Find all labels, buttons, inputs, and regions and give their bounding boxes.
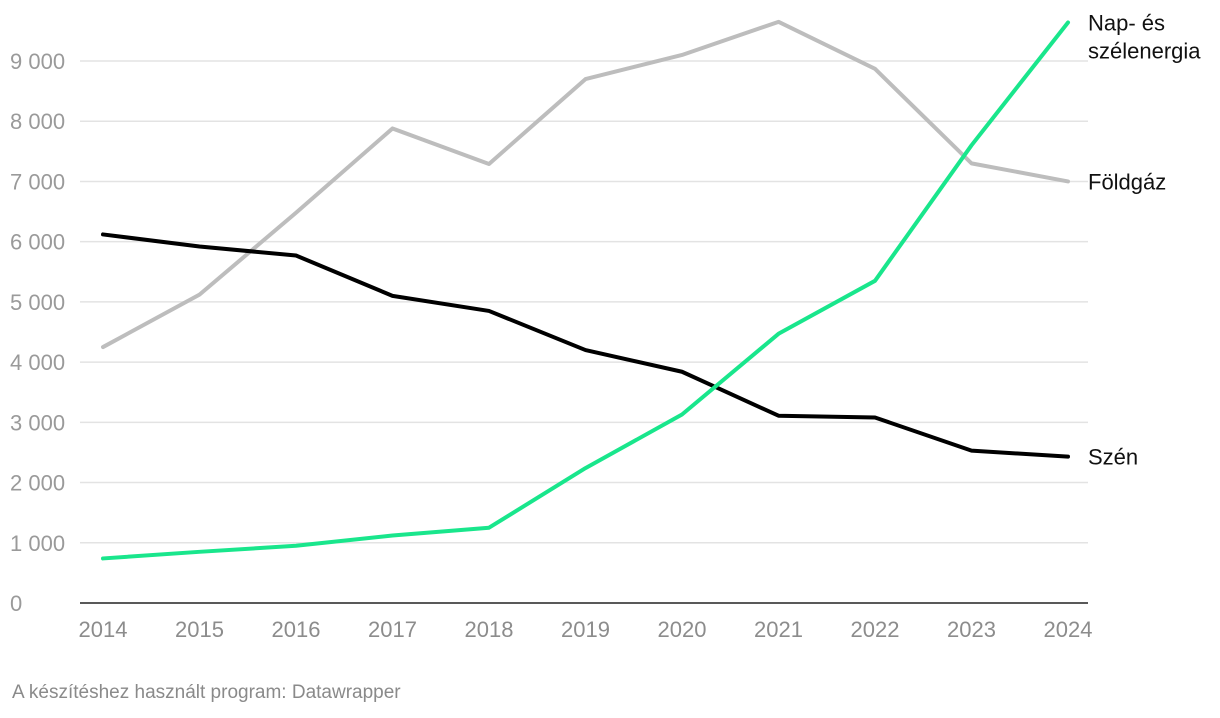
x-tick-label: 2022 [851,617,900,642]
x-tick-label: 2017 [368,617,417,642]
series-line [101,20,1070,561]
y-tick-label: 0 [10,591,22,616]
x-tick-label: 2015 [175,617,224,642]
y-axis-ticks: 0 1 000 2 000 3 000 4 000 5 000 6 000 7 000 8 00… [10,49,65,616]
y-tick-label: 2 000 [10,471,65,496]
series-label: Szén [1088,445,1138,470]
y-tick-label: 4 000 [10,350,65,375]
series-label: Nap- és szélenergia [1088,10,1201,63]
series-label: Földgáz [1088,169,1166,194]
x-axis-ticks: 2014 2015 2016 2017 2018 2019 2020 2021 2022 2023… [79,617,1093,642]
x-tick-label: 2014 [79,617,128,642]
x-tick-label: 2021 [754,617,803,642]
series-line [101,232,1070,459]
series-labels: Földgáz Szén Nap- és szélenergia [1088,10,1201,469]
series-line [101,19,1070,350]
x-tick-label: 2024 [1044,617,1093,642]
x-tick-label: 2018 [465,617,514,642]
series-lines [101,19,1070,561]
gridlines [80,60,1088,604]
line-chart: 0 1 000 2 000 3 000 4 000 5 000 6 000 7 000 8 00… [10,10,1201,642]
y-tick-label: 3 000 [10,410,65,435]
x-tick-label: 2020 [658,617,707,642]
y-tick-label: 5 000 [10,290,65,315]
y-tick-label: 7 000 [10,169,65,194]
footer-credit: A készítéshez használt program: Datawrap… [12,682,401,703]
y-tick-label: 8 000 [10,109,65,134]
x-tick-label: 2016 [272,617,321,642]
x-tick-label: 2019 [561,617,610,642]
y-tick-label: 6 000 [10,230,65,255]
y-tick-label: 1 000 [10,531,65,556]
y-tick-label: 9 000 [10,49,65,74]
x-tick-label: 2023 [947,617,996,642]
